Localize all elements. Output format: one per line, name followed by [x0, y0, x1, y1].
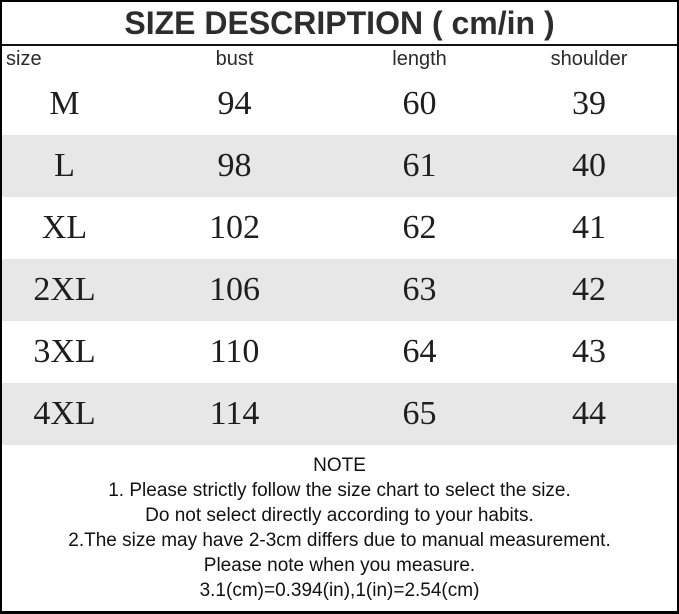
- title-bar: SIZE DESCRIPTION ( cm/in ): [2, 2, 677, 46]
- shoulder-cell: 44: [572, 395, 606, 432]
- note-line-5: 3.1(cm)=0.394(in),1(in)=2.54(cm): [199, 580, 480, 601]
- bust-cell: 110: [209, 333, 260, 370]
- size-cell: 2XL: [33, 271, 96, 308]
- bust-cell: 94: [217, 85, 252, 122]
- size-cell: 4XL: [33, 395, 96, 432]
- shoulder-cell: 43: [572, 333, 606, 370]
- note-line-3: 2.The size may have 2-3cm differs due to…: [68, 530, 611, 551]
- column-header-size: size: [6, 48, 42, 70]
- table-row-2xl: 2XL 106 63 42: [2, 259, 677, 321]
- table-row-xl: XL 102 62 41: [2, 197, 677, 259]
- length-cell: 62: [402, 209, 437, 246]
- length-cell: 60: [402, 85, 437, 122]
- column-header-bust: bust: [215, 48, 254, 70]
- column-header-length: length: [392, 48, 447, 70]
- note-heading: NOTE: [313, 455, 366, 476]
- bust-cell: 114: [209, 395, 260, 432]
- table-row-m: M 94 60 39: [2, 73, 677, 135]
- shoulder-cell: 39: [572, 85, 606, 122]
- size-table-body: M 94 60 39 L 98 61 40 XL 102 62 41 2XL 1…: [2, 73, 677, 445]
- note-section: NOTE 1. Please strictly follow the size …: [2, 445, 677, 603]
- shoulder-cell: 42: [572, 271, 606, 308]
- length-cell: 61: [402, 147, 437, 184]
- size-cell: L: [54, 147, 75, 184]
- note-line-4: Please note when you measure.: [203, 555, 476, 576]
- shoulder-cell: 40: [572, 147, 606, 184]
- size-cell: M: [49, 85, 80, 122]
- note-line-2: Do not select directly according to your…: [145, 505, 534, 526]
- bust-cell: 98: [217, 147, 252, 184]
- table-row-4xl: 4XL 114 65 44: [2, 383, 677, 445]
- size-cell: 3XL: [33, 333, 96, 370]
- length-cell: 65: [402, 395, 437, 432]
- bust-cell: 106: [209, 271, 260, 308]
- size-cell: XL: [41, 209, 88, 246]
- bust-cell: 102: [209, 209, 260, 246]
- column-header-shoulder: shoulder: [550, 48, 628, 70]
- table-row-l: L 98 61 40: [2, 135, 677, 197]
- length-cell: 64: [402, 333, 437, 370]
- length-cell: 63: [402, 271, 437, 308]
- table-header-row: size bust length shoulder: [2, 46, 677, 73]
- shoulder-cell: 41: [572, 209, 606, 246]
- page-title: SIZE DESCRIPTION ( cm/in ): [124, 4, 555, 41]
- table-row-3xl: 3XL 110 64 43: [2, 321, 677, 383]
- note-line-1: 1. Please strictly follow the size chart…: [108, 480, 571, 501]
